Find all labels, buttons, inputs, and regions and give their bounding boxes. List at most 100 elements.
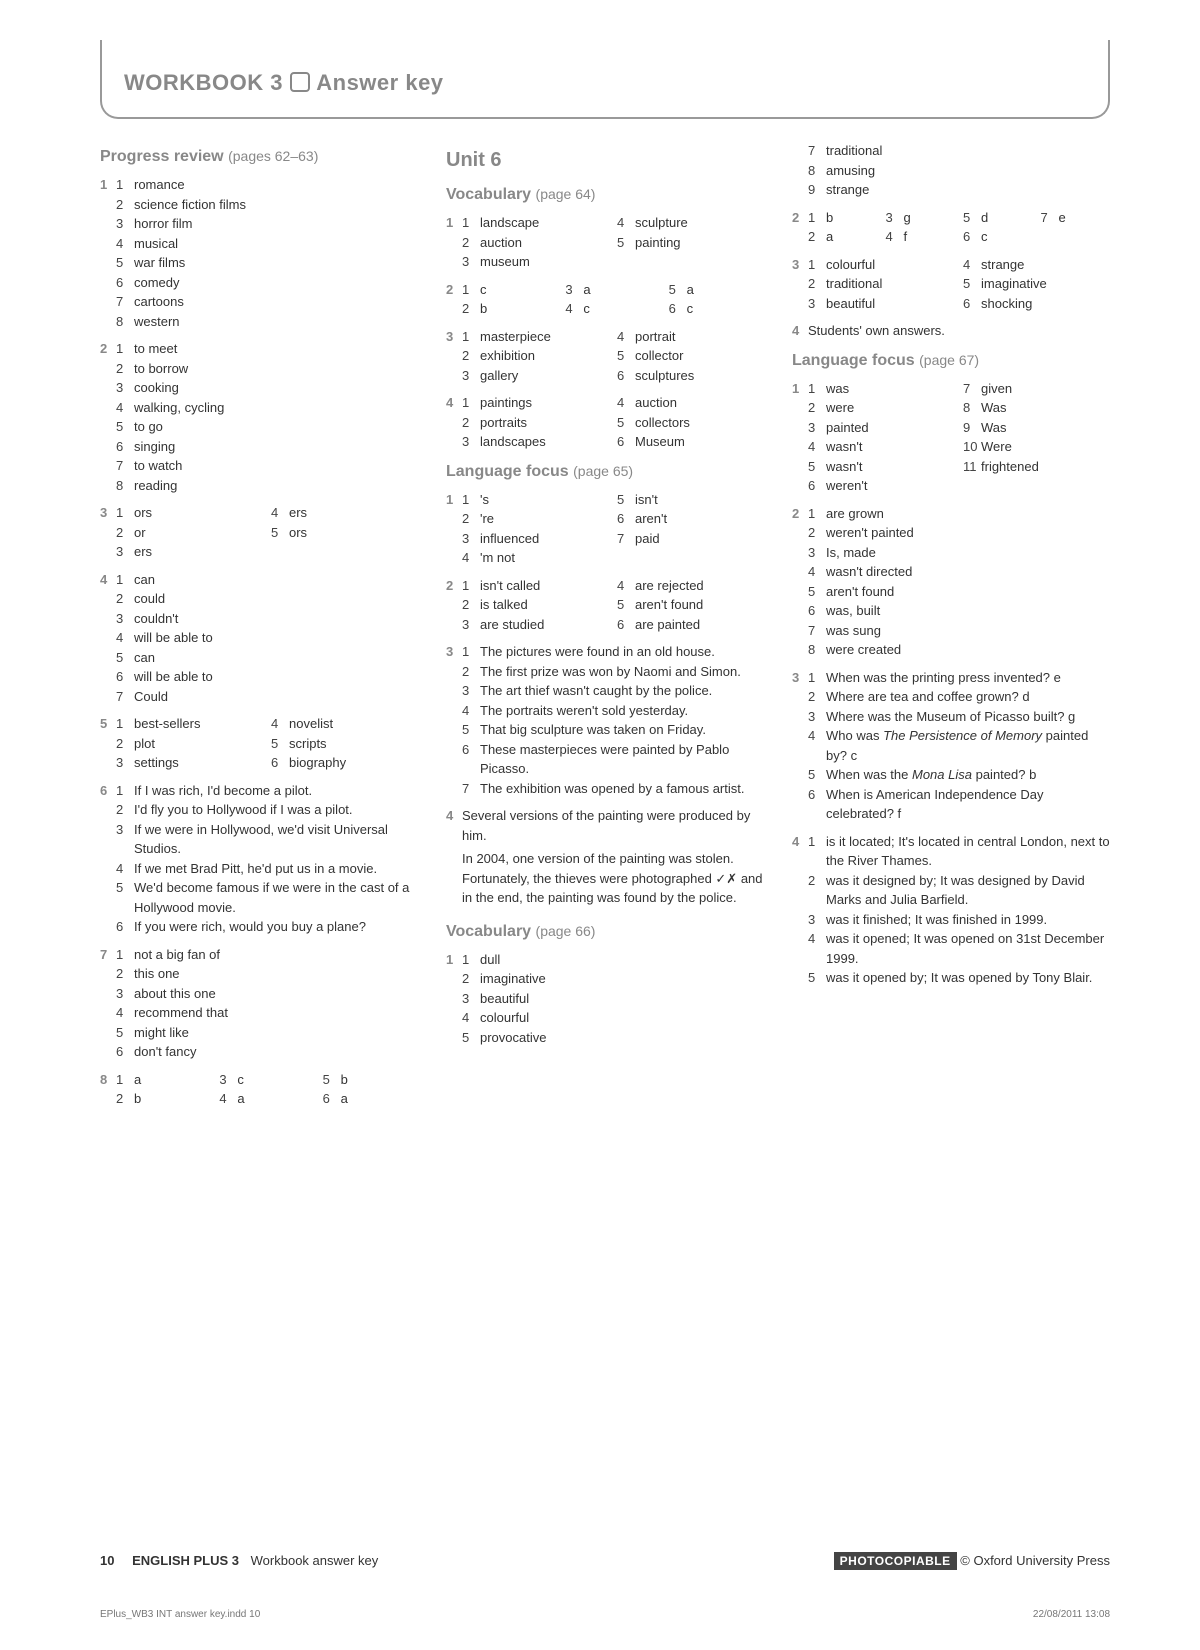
photocopiable-badge: PHOTOCOPIABLE [834, 1552, 957, 1570]
answer: beautiful [480, 989, 764, 1009]
answer: Could [134, 687, 418, 707]
answer: are grown [826, 504, 1110, 524]
exercise-number: 7 [100, 945, 116, 1062]
answer: weren't painted [826, 523, 1110, 543]
answer: c [237, 1070, 314, 1090]
answer: don't fancy [134, 1042, 418, 1062]
answer: museum [480, 252, 609, 272]
answer: horror film [134, 214, 418, 234]
header-title-pre: WORKBOOK 3 [124, 70, 283, 95]
answer: The first prize was won by Naomi and Sim… [480, 662, 764, 682]
answer: cartoons [134, 292, 418, 312]
answer: Is, made [826, 543, 1110, 563]
answer: sculpture [635, 213, 764, 233]
answer: this one [134, 964, 418, 984]
answer: c [480, 280, 557, 300]
answer: to meet [134, 339, 418, 359]
answer: landscape [480, 213, 609, 233]
answer: b [134, 1089, 211, 1109]
answer: ors [134, 503, 263, 523]
answer: traditional [826, 274, 955, 294]
answer: frightened [981, 457, 1110, 477]
answer: western [134, 312, 418, 332]
exercise-number: 3 [792, 255, 808, 314]
answer-paragraph: In 2004, one version of the painting was… [462, 849, 764, 908]
answer: can [134, 648, 418, 668]
page-header: WORKBOOK 3 Answer key [100, 40, 1110, 119]
exercise-number: 4 [792, 321, 808, 341]
answer: landscapes [480, 432, 609, 452]
answer: to watch [134, 456, 418, 476]
answer: were created [826, 640, 1110, 660]
answer: provocative [480, 1028, 764, 1048]
answer: aren't found [826, 582, 1110, 602]
answer: gallery [480, 366, 609, 386]
answer: Where are tea and coffee grown? d [826, 687, 1110, 707]
exercise-number: 2 [446, 280, 462, 319]
answer: scripts [289, 734, 418, 754]
exercise-number: 3 [100, 503, 116, 562]
indd-timestamp: 22/08/2011 13:08 [1033, 1607, 1110, 1622]
answer: If we met Brad Pitt, he'd put us in a mo… [134, 859, 418, 879]
answer: was it designed by; It was designed by D… [826, 871, 1110, 910]
section-label: Vocabulary [446, 186, 531, 203]
answer: biography [289, 753, 418, 773]
answer: d [981, 208, 1033, 228]
answer: ers [134, 542, 263, 562]
exercise-number: 3 [446, 327, 462, 386]
page-ref: (page 64) [536, 186, 596, 202]
section-title: Vocabulary (page 66) [446, 920, 764, 944]
answer: ers [289, 503, 418, 523]
answer: I'd fly you to Hollywood if I was a pilo… [134, 800, 418, 820]
exercise-number: 4 [100, 570, 116, 707]
indd-file: EPlus_WB3 INT answer key.indd 10 [100, 1607, 260, 1622]
answer: given [981, 379, 1110, 399]
answer: g [904, 208, 956, 228]
answer: was [826, 379, 955, 399]
column-3: 7traditional 8amusing 9strange 2 1b 2a 3… [792, 141, 1110, 1117]
answer: auction [635, 393, 764, 413]
section-title: Vocabulary (page 64) [446, 183, 764, 207]
section-title: Language focus (page 65) [446, 460, 764, 484]
answer: 'm not [480, 548, 609, 568]
answer: are painted [635, 615, 764, 635]
answer: paintings [480, 393, 609, 413]
answer: Were [981, 437, 1110, 457]
answer: The art thief wasn't caught by the polic… [480, 681, 764, 701]
answer: painting [635, 233, 764, 253]
answer: Where was the Museum of Picasso built? g [826, 707, 1110, 727]
answer: a [341, 1089, 418, 1109]
answer: reading [134, 476, 418, 496]
answer: war films [134, 253, 418, 273]
answer: If I was rich, I'd become a pilot. [134, 781, 418, 801]
answer: Who was The Persistence of Memory painte… [826, 726, 1110, 765]
answer: c [687, 299, 764, 319]
answer: novelist [289, 714, 418, 734]
answer: isn't [635, 490, 764, 510]
exercise-number: 2 [100, 339, 116, 495]
answer: That big sculpture was taken on Friday. [480, 720, 764, 740]
exercise-number: 2 [446, 576, 462, 635]
exercise-number: 5 [100, 714, 116, 773]
answer: e [1059, 208, 1111, 228]
answer: Was [981, 398, 1110, 418]
answer: a [687, 280, 764, 300]
exercise-number: 4 [792, 832, 808, 988]
imprint-line: EPlus_WB3 INT answer key.indd 10 22/08/2… [100, 1607, 1110, 1622]
answer: painted [826, 418, 955, 438]
answer: to go [134, 417, 418, 437]
answer: influenced [480, 529, 609, 549]
answer: masterpiece [480, 327, 609, 347]
page-ref: (pages 62–63) [228, 148, 318, 164]
answer: 're [480, 509, 609, 529]
answer: are studied [480, 615, 609, 635]
answer: portraits [480, 413, 609, 433]
section-title: Progress review (pages 62–63) [100, 145, 418, 169]
answer: These masterpieces were painted by Pablo… [480, 740, 764, 779]
column-2: Unit 6 Vocabulary (page 64) 1 1landscape… [446, 141, 764, 1117]
answer: settings [134, 753, 263, 773]
answer: Was [981, 418, 1110, 438]
answer: comedy [134, 273, 418, 293]
exercise-number: 1 [446, 213, 462, 272]
answer: plot [134, 734, 263, 754]
